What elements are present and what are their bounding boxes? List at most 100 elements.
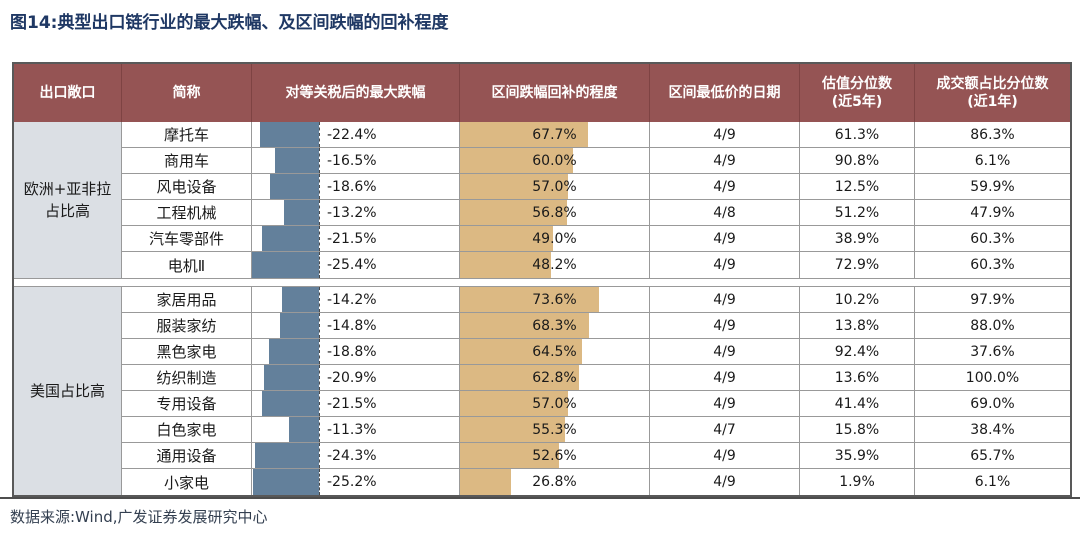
drawdown-cell: -21.5% (252, 391, 460, 416)
data-source-note: 数据来源:Wind,广发证券发展研究中心 (10, 508, 268, 526)
recovery-bar (460, 174, 568, 199)
table-row: 白色家电 -11.3% 55.3% 4/7 15.8% 38.4% (122, 417, 1070, 443)
exposure-group: 美国占比高 家居用品 -14.2% 73.6% 4/9 10.2% 97.9% … (14, 287, 1070, 495)
drawdown-bar (252, 252, 319, 278)
col-header-recovery-degree: 区间跌幅回补的程度 (460, 64, 650, 122)
table-body: 欧洲+亚非拉 占比高 摩托车 -22.4% 67.7% 4/9 61.3% 86.… (14, 122, 1070, 495)
drawdown-cell: -25.4% (252, 252, 460, 278)
valuation-percentile-cell: 41.4% (800, 391, 915, 416)
table-row: 摩托车 -22.4% 67.7% 4/9 61.3% 86.3% (122, 122, 1070, 148)
recovery-value: 48.2% (532, 257, 577, 273)
drawdown-value: -25.2% (327, 474, 377, 490)
recovery-cell: 73.6% (460, 287, 650, 312)
recovery-value: 57.0% (532, 178, 577, 195)
drawdown-cell: -14.2% (252, 287, 460, 312)
turnover-percentile-cell: 65.7% (970, 447, 1015, 464)
drawdown-bar (259, 122, 319, 147)
low-date-cell: 4/9 (650, 339, 800, 364)
low-date-cell: 4/9 (650, 252, 800, 278)
drawdown-cell: -25.2% (252, 469, 460, 495)
valuation-percentile-cell: 10.2% (800, 287, 915, 312)
recovery-value: 67.7% (532, 126, 577, 143)
drawdown-bar (275, 148, 319, 173)
low-date-cell: 4/9 (650, 469, 800, 495)
table-row: 电机Ⅱ -25.4% 48.2% 4/9 72.9% 60.3% (122, 252, 1070, 278)
recovery-value: 26.8% (532, 474, 577, 490)
industry-name-cell: 商用车 (122, 148, 252, 173)
drawdown-value: -21.5% (327, 230, 377, 247)
recovery-bar (460, 339, 582, 364)
turnover-percentile-cell: 86.3% (970, 126, 1015, 143)
recovery-value: 68.3% (532, 317, 577, 334)
drawdown-cell: -20.9% (252, 365, 460, 390)
recovery-value: 52.6% (532, 447, 577, 464)
low-date-cell: 4/9 (650, 226, 800, 251)
drawdown-bar-zone (252, 313, 320, 338)
exposure-group-label: 欧洲+亚非拉 占比高 (14, 122, 122, 278)
recovery-cell: 48.2% (460, 252, 650, 278)
drawdown-value: -24.3% (327, 447, 377, 464)
valuation-percentile-cell: 72.9% (800, 252, 915, 278)
valuation-percentile-cell: 51.2% (800, 200, 915, 225)
recovery-cell: 49.0% (460, 226, 650, 251)
table-row: 服装家纺 -14.8% 68.3% 4/9 13.8% 88.0% (122, 313, 1070, 339)
recovery-cell: 52.6% (460, 443, 650, 468)
drawdown-cell: -21.5% (252, 226, 460, 251)
drawdown-bar (263, 365, 319, 390)
valuation-percentile-cell: 12.5% (800, 174, 915, 199)
low-date-cell: 4/9 (650, 148, 800, 173)
drawdown-value: -21.5% (327, 395, 377, 412)
recovery-bar (460, 287, 600, 312)
recovery-cell: 68.3% (460, 313, 650, 338)
drawdown-cell: -18.8% (252, 339, 460, 364)
drawdown-bar (252, 469, 319, 495)
drawdown-cell: -14.8% (252, 313, 460, 338)
valuation-percentile-cell: 13.6% (800, 365, 915, 390)
industry-name-cell: 摩托车 (122, 122, 252, 147)
col-header-valuation-percentile: 估值分位数 (近5年) (800, 64, 915, 122)
col-header-low-date: 区间最低价的日期 (650, 64, 800, 122)
low-date-cell: 4/7 (650, 417, 800, 442)
col-header-industry-name: 简称 (122, 64, 252, 122)
drawdown-bar (279, 313, 319, 338)
drawdown-bar-zone (252, 200, 320, 225)
figure-title: 图14:典型出口链行业的最大跌幅、及区间跌幅的回补程度 (10, 13, 449, 33)
drawdown-bar-zone (252, 226, 320, 251)
turnover-percentile-cell: 6.1% (974, 152, 1011, 169)
drawdown-value: -20.9% (327, 369, 377, 386)
drawdown-cell: -13.2% (252, 200, 460, 225)
drawdown-cell: -22.4% (252, 122, 460, 147)
table-row: 家居用品 -14.2% 73.6% 4/9 10.2% 97.9% (122, 287, 1070, 313)
industry-name-cell: 电机Ⅱ (122, 252, 252, 278)
industry-name-cell: 风电设备 (122, 174, 252, 199)
export-chain-table: 出口敞口 简称 对等关税后的最大跌幅 区间跌幅回补的程度 区间最低价的日期 估值… (12, 62, 1072, 497)
drawdown-value: -14.8% (327, 317, 377, 334)
recovery-bar (460, 148, 574, 173)
industry-name-cell: 家居用品 (122, 287, 252, 312)
drawdown-bar (262, 391, 319, 416)
industry-name-cell: 服装家纺 (122, 313, 252, 338)
turnover-percentile-cell: 60.3% (970, 257, 1015, 273)
table-row: 纺织制造 -20.9% 62.8% 4/9 13.6% 100.0% (122, 365, 1070, 391)
recovery-value: 62.8% (532, 369, 577, 386)
recovery-bar (460, 443, 560, 468)
col-header-turnover-percentile: 成交额占比分位数 (近1年) (936, 75, 1049, 110)
turnover-percentile-cell: 100.0% (965, 369, 1020, 386)
drawdown-bar (284, 200, 319, 225)
low-date-cell: 4/9 (650, 287, 800, 312)
recovery-bar (460, 417, 565, 442)
recovery-value: 55.3% (532, 421, 577, 438)
recovery-cell: 62.8% (460, 365, 650, 390)
drawdown-bar-zone (252, 287, 320, 312)
industry-name-cell: 工程机械 (122, 200, 252, 225)
turnover-percentile-cell: 6.1% (974, 474, 1011, 490)
turnover-percentile-cell: 47.9% (970, 204, 1015, 221)
drawdown-cell: -18.6% (252, 174, 460, 199)
industry-name-cell: 汽车零部件 (122, 226, 252, 251)
exposure-group: 欧洲+亚非拉 占比高 摩托车 -22.4% 67.7% 4/9 61.3% 86.… (14, 122, 1070, 279)
drawdown-bar (281, 287, 319, 312)
turnover-percentile-cell: 88.0% (970, 317, 1015, 334)
drawdown-bar (269, 339, 319, 364)
industry-name-cell: 小家电 (122, 469, 252, 495)
